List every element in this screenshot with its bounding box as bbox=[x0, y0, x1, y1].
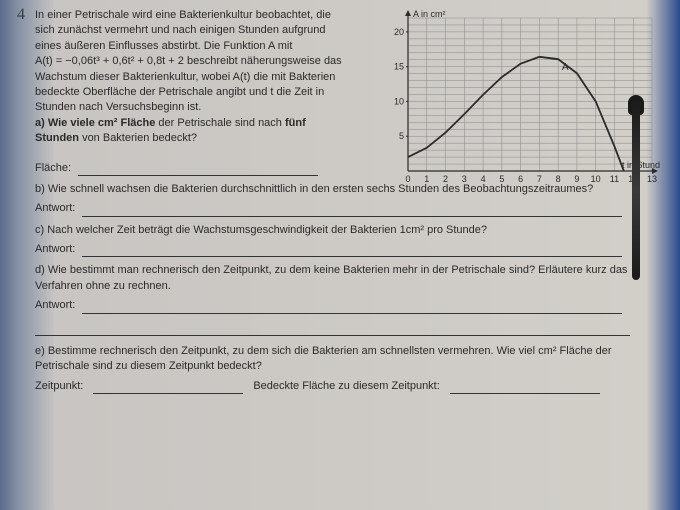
answer-b-label: Antwort: bbox=[35, 201, 75, 216]
svg-text:5: 5 bbox=[499, 174, 504, 184]
svg-text:11: 11 bbox=[610, 174, 619, 184]
svg-text:8: 8 bbox=[556, 174, 561, 184]
intro-text-1: In einer Petrischale wird eine Bakterien… bbox=[35, 9, 331, 52]
growth-chart: 0123456789101112135101520A in cm²t in St… bbox=[380, 8, 660, 193]
svg-text:20: 20 bbox=[394, 27, 404, 37]
svg-text:t in Stunden: t in Stunden bbox=[622, 160, 660, 170]
svg-text:4: 4 bbox=[481, 174, 486, 184]
formula: A(t) = −0,06t³ + 0,6t² + 0,8t + 2 bbox=[35, 55, 184, 67]
answer-b-row: Antwort: bbox=[35, 201, 655, 216]
svg-text:7: 7 bbox=[537, 174, 542, 184]
bedeckte-answer[interactable] bbox=[450, 380, 600, 394]
question-d-text: d) Wie bestimmt man rechnerisch den Zeit… bbox=[35, 264, 627, 291]
svg-text:2: 2 bbox=[443, 174, 448, 184]
zeitpunkt-row: Zeitpunkt: Bedeckte Fläche zu diesem Zei… bbox=[35, 380, 655, 394]
answer-d-line2[interactable] bbox=[35, 322, 630, 336]
svg-text:5: 5 bbox=[399, 131, 404, 141]
svg-text:3: 3 bbox=[462, 174, 467, 184]
answer-c-line[interactable] bbox=[82, 243, 622, 257]
clipboard-clip bbox=[632, 100, 640, 280]
svg-text:15: 15 bbox=[394, 62, 404, 72]
flaeche-label: Fläche: bbox=[35, 161, 71, 176]
question-e: e) Bestimme rechnerisch den Zeitpunkt, z… bbox=[35, 344, 655, 375]
answer-c-row: Antwort: bbox=[35, 242, 655, 257]
problem-intro: In einer Petrischale wird eine Bakterien… bbox=[35, 8, 345, 147]
zeitpunkt-answer[interactable] bbox=[93, 380, 243, 394]
svg-text:9: 9 bbox=[574, 174, 579, 184]
zeitpunkt-label: Zeitpunkt: bbox=[35, 380, 83, 394]
answer-d-label: Antwort: bbox=[35, 298, 75, 313]
answer-d-row: Antwort: bbox=[35, 298, 655, 313]
problem-number: 4 bbox=[17, 6, 25, 24]
svg-text:A: A bbox=[562, 62, 569, 73]
answer-c-label: Antwort: bbox=[35, 242, 75, 257]
svg-text:13: 13 bbox=[647, 174, 657, 184]
svg-text:6: 6 bbox=[518, 174, 523, 184]
svg-text:10: 10 bbox=[394, 96, 404, 106]
svg-text:0: 0 bbox=[405, 174, 410, 184]
flaeche-answer-line[interactable] bbox=[78, 162, 318, 176]
question-a-bold1: a) Wie viele cm² Fläche bbox=[35, 117, 155, 129]
question-a-text1: der Petrischale sind nach bbox=[158, 117, 285, 129]
answer-d-line[interactable] bbox=[82, 300, 622, 314]
question-d: d) Wie bestimmt man rechnerisch den Zeit… bbox=[35, 263, 655, 294]
question-c: c) Nach welcher Zeit beträgt die Wachstu… bbox=[35, 223, 655, 238]
question-c-text: c) Nach welcher Zeit beträgt die Wachstu… bbox=[35, 224, 487, 236]
answer-b-line[interactable] bbox=[82, 203, 622, 217]
bedeckte-label: Bedeckte Fläche zu diesem Zeitpunkt: bbox=[253, 380, 439, 394]
worksheet-content: 4 0123456789101112135101520A in cm²t in … bbox=[35, 8, 655, 394]
question-e-text: e) Bestimme rechnerisch den Zeitpunkt, z… bbox=[35, 345, 612, 372]
svg-text:10: 10 bbox=[591, 174, 601, 184]
svg-text:A in cm²: A in cm² bbox=[413, 9, 446, 19]
question-a-text2: von Bakterien bedeckt? bbox=[82, 132, 197, 144]
svg-text:1: 1 bbox=[424, 174, 429, 184]
